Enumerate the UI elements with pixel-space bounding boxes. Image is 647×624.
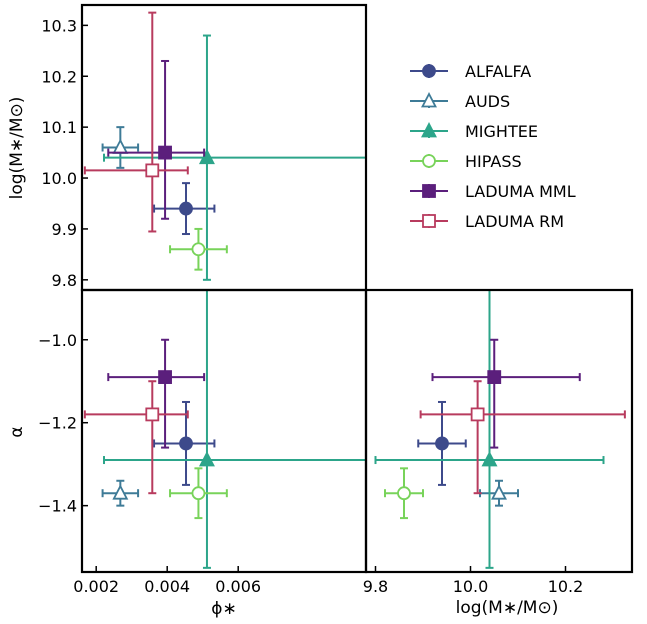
legend-item-mightee: MIGHTEE: [410, 122, 538, 141]
data-point-auds: [101, 479, 140, 507]
marker-mightee: [481, 451, 498, 467]
panel-alpha-vs-logM: [374, 290, 626, 569]
data-point-alfalfa: [417, 400, 467, 486]
x-tick-label: 0.002: [73, 577, 119, 596]
marker-alfalfa: [422, 64, 436, 78]
legend-label: LADUMA MML: [465, 182, 576, 201]
panel-frame-bottom-right: [364, 288, 634, 574]
marker-laduma-mml: [422, 184, 436, 198]
marker-alfalfa: [435, 436, 449, 451]
panel-logM-vs-phi: [83, 11, 366, 281]
marker-alfalfa: [179, 436, 193, 451]
legend-label: ALFALFA: [465, 62, 531, 81]
y-tick-label: 10.3: [41, 16, 77, 35]
legend-label: LADUMA RM: [465, 212, 564, 231]
marker-laduma-rm: [145, 163, 160, 178]
data-point-hipass: [169, 467, 228, 520]
data-point-laduma-mml: [431, 338, 581, 449]
marker-alfalfa: [179, 201, 193, 216]
data-point-laduma-mml: [107, 59, 206, 220]
data-point-hipass: [384, 467, 424, 520]
marker-hipass: [191, 486, 206, 501]
marker-laduma-rm: [145, 407, 160, 422]
marker-auds: [421, 92, 437, 108]
legend-item-laduma-rm: LADUMA RM: [410, 212, 564, 231]
data-point-mightee: [103, 34, 366, 281]
x-tick-label: 9.8: [363, 577, 388, 596]
panel-frames: 9.8 9.9 10.0 10.1 10.2 10.3 −1.0 −1.2 −1.4 0.002 0…: [38, 3, 634, 596]
legend-item-laduma-mml: LADUMA MML: [410, 182, 576, 201]
x-axis-label-logM: log(M∗/M⊙): [456, 598, 559, 618]
marker-auds: [112, 484, 129, 500]
data-point-auds: [479, 479, 519, 507]
y-tick-label: −1.2: [38, 414, 77, 433]
data-point-alfalfa: [153, 182, 216, 236]
marker-auds: [491, 484, 507, 500]
legend-item-auds: AUDS: [410, 92, 510, 111]
panel-alpha-vs-phi: [83, 290, 366, 569]
y-tick-label: −1.0: [38, 331, 77, 350]
panel-frame-bottom-left: [80, 288, 368, 574]
data-point-auds: [101, 126, 140, 169]
data-point-mightee: [103, 290, 366, 569]
data-point-laduma-rm: [419, 380, 626, 495]
data-point-laduma-mml: [107, 338, 206, 449]
marker-mightee: [421, 122, 437, 138]
marker-laduma-mml: [487, 370, 502, 384]
y-tick-label: 10.1: [41, 118, 77, 137]
marker-hipass: [397, 486, 411, 501]
legend-label: MIGHTEE: [465, 122, 538, 141]
marker-laduma-mml: [158, 145, 172, 160]
marker-mightee: [198, 148, 215, 165]
x-tick-label: 10.2: [548, 577, 584, 596]
data-point-laduma-rm: [83, 11, 189, 233]
legend-label: AUDS: [465, 92, 510, 111]
x-tick-label: 0.006: [215, 577, 261, 596]
y-axis-label-logM: log(M∗/M⊙): [7, 97, 27, 200]
marker-laduma-mml: [158, 370, 172, 384]
marker-laduma-rm: [470, 407, 485, 422]
marker-laduma-rm: [422, 214, 436, 228]
marker-hipass: [422, 154, 436, 168]
y-axis-label-alpha: α: [7, 426, 27, 437]
x-tick-label: 0.004: [144, 577, 190, 596]
marker-hipass: [191, 242, 206, 257]
x-axis-label-phi: ϕ∗: [211, 599, 236, 619]
y-tick-label: 9.8: [52, 271, 77, 290]
marker-mightee: [198, 451, 215, 467]
legend-item-hipass: HIPASS: [410, 152, 522, 171]
x-tick-label: 10.0: [453, 577, 489, 596]
legend-item-alfalfa: ALFALFA: [410, 62, 531, 81]
axis-titles: log(M∗/M⊙) α ϕ∗ log(M∗/M⊙): [7, 97, 558, 619]
y-tick-label: 9.9: [52, 220, 77, 239]
legend-label: HIPASS: [465, 152, 522, 171]
y-tick-label: −1.4: [38, 497, 77, 516]
data-point-mightee: [374, 290, 605, 569]
data-point-hipass: [169, 227, 228, 271]
legend: ALFALFA AUDS MIGHTEE HIPASS LADUMA MML LADUMA…: [410, 62, 576, 231]
y-tick-label: 10.2: [41, 67, 77, 86]
y-tick-label: 10.0: [41, 169, 77, 188]
data-point-laduma-rm: [83, 380, 189, 495]
